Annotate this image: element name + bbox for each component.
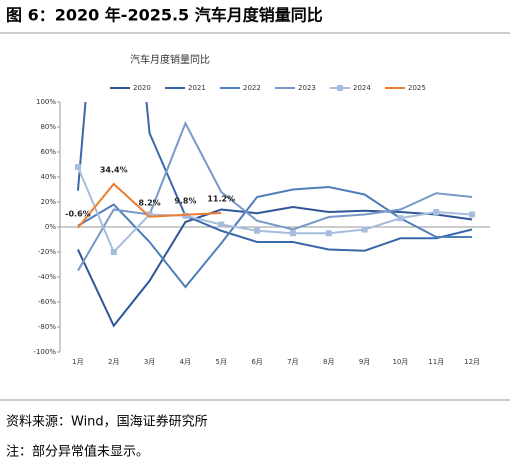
x-tick-label: 8月 bbox=[323, 358, 334, 366]
x-tick-label: 2月 bbox=[108, 358, 119, 366]
y-tick-label: 80% bbox=[40, 123, 56, 131]
marker bbox=[146, 211, 153, 218]
x-tick-label: 1月 bbox=[72, 358, 83, 366]
x-tick-label: 3月 bbox=[144, 358, 155, 366]
series-line bbox=[77, 120, 473, 272]
y-tick-label: -60% bbox=[38, 298, 56, 306]
source: 资料来源：Wind，国海证券研究所 bbox=[6, 414, 208, 430]
data-label: 9.8% bbox=[174, 196, 196, 205]
legend-label: 2022 bbox=[243, 84, 261, 92]
legend-label: 2025 bbox=[408, 84, 426, 92]
y-tick-label: -20% bbox=[38, 248, 56, 256]
x-tick-label: 5月 bbox=[216, 358, 227, 366]
x-tick-label: 12月 bbox=[464, 358, 480, 366]
marker bbox=[325, 230, 332, 237]
y-tick-label: 100% bbox=[36, 98, 56, 106]
series-line bbox=[76, 102, 473, 252]
series-line bbox=[77, 205, 473, 328]
plot bbox=[74, 102, 476, 328]
legend-label: 2023 bbox=[298, 84, 316, 92]
x-tick-label: 9月 bbox=[359, 358, 370, 366]
marker bbox=[397, 215, 404, 222]
chart-title: 汽车月度销量同比 bbox=[130, 53, 210, 66]
series-line bbox=[76, 166, 473, 254]
legend-label: 2021 bbox=[188, 84, 206, 92]
marker bbox=[254, 227, 261, 234]
marker bbox=[289, 230, 296, 237]
marker bbox=[433, 209, 440, 215]
y-tick-label: -100% bbox=[33, 348, 56, 356]
series-line bbox=[77, 182, 222, 229]
marker bbox=[74, 164, 81, 170]
y-tick-label: -80% bbox=[38, 323, 56, 331]
data-label: -0.6% bbox=[65, 209, 91, 218]
legend-marker bbox=[337, 85, 343, 91]
y-tick-label: 20% bbox=[40, 198, 56, 206]
x-tick-label: 11月 bbox=[428, 358, 444, 366]
x-tick-label: 7月 bbox=[287, 358, 298, 366]
marker bbox=[218, 221, 225, 228]
marker bbox=[469, 211, 476, 218]
note: 注：部分异常值未显示。 bbox=[6, 444, 149, 460]
y-tick-label: 0% bbox=[45, 223, 56, 231]
x-tick-label: 10月 bbox=[392, 358, 408, 366]
y-tick-label: 60% bbox=[40, 148, 56, 156]
figure-title: 图 6：2020 年-2025.5 汽车月度销量同比 bbox=[6, 6, 323, 25]
x-tick-label: 4月 bbox=[180, 358, 191, 366]
x-tick-label: 6月 bbox=[251, 358, 262, 366]
data-label: 8.2% bbox=[138, 198, 160, 207]
y-tick-label: 40% bbox=[40, 173, 56, 181]
data-label: 34.4% bbox=[100, 166, 128, 175]
y-tick-label: -40% bbox=[38, 273, 56, 281]
series-line bbox=[77, 185, 473, 289]
legend-label: 2024 bbox=[353, 84, 371, 92]
marker bbox=[110, 249, 117, 255]
marker bbox=[361, 226, 368, 233]
data-label: 11.2% bbox=[207, 195, 235, 204]
legend-label: 2020 bbox=[133, 84, 151, 92]
